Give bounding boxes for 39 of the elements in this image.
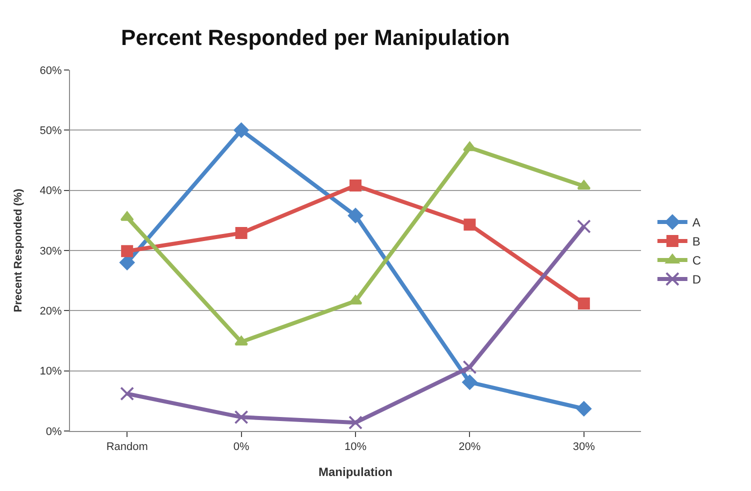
y-tick-label: 10% [40, 366, 62, 378]
point [234, 122, 249, 138]
point [120, 386, 134, 401]
point [348, 416, 362, 430]
x-tick-label: 10% [344, 441, 367, 454]
point [234, 410, 248, 424]
y-tick-label: 40% [40, 185, 62, 198]
point [120, 255, 135, 270]
legend-label: D [692, 272, 702, 287]
point [464, 218, 476, 231]
point [576, 401, 592, 416]
x-tick-label: 20% [458, 441, 481, 454]
chart-title: Percent Responded per Manipulation [121, 24, 510, 50]
y-tick-label: 20% [40, 306, 62, 318]
point [577, 180, 591, 190]
y-tick-label: 30% [40, 245, 62, 258]
y-axis-title: Precent Responded (%) [12, 188, 24, 312]
point [350, 180, 362, 192]
legend-label: B [692, 234, 700, 249]
point [235, 227, 248, 240]
point [462, 142, 476, 152]
y-tick-label: 0% [46, 426, 62, 438]
y-tick-label: 60% [40, 64, 62, 77]
point [576, 219, 591, 234]
point [121, 245, 134, 258]
y-tick-label: 50% [40, 125, 62, 138]
legend-label: C [692, 254, 702, 268]
point [578, 297, 590, 310]
point [348, 295, 362, 305]
x-axis-title: Manipulation [318, 465, 392, 480]
point [462, 374, 478, 390]
x-tick-label: Random [106, 441, 148, 454]
point [120, 211, 134, 221]
point [348, 208, 363, 224]
legend-label: A [692, 216, 700, 230]
point [462, 360, 477, 374]
x-tick-label: 30% [572, 441, 596, 454]
x-tick-label: 0% [233, 441, 250, 454]
point [234, 336, 248, 346]
